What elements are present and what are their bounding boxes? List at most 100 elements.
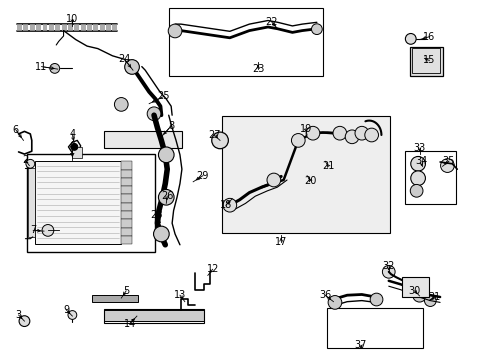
Text: 36: 36 xyxy=(318,290,331,300)
Circle shape xyxy=(158,147,174,163)
Text: 7: 7 xyxy=(30,225,36,235)
Circle shape xyxy=(410,157,425,171)
Circle shape xyxy=(223,198,236,212)
Circle shape xyxy=(114,98,128,111)
Circle shape xyxy=(409,184,422,197)
Bar xyxy=(326,308,423,348)
Bar xyxy=(17,24,22,31)
Text: 6: 6 xyxy=(13,125,19,135)
Circle shape xyxy=(332,126,346,140)
Circle shape xyxy=(291,134,305,147)
Bar xyxy=(72,147,82,158)
Bar xyxy=(28,168,35,237)
Text: 29: 29 xyxy=(196,171,209,181)
Circle shape xyxy=(305,126,319,140)
Text: 15: 15 xyxy=(422,55,435,66)
Text: 19: 19 xyxy=(299,124,311,134)
Bar xyxy=(74,24,79,31)
Circle shape xyxy=(345,130,358,144)
Text: 21: 21 xyxy=(322,161,334,171)
Bar xyxy=(121,170,131,178)
Bar xyxy=(106,24,111,31)
Circle shape xyxy=(364,128,378,142)
Text: 34: 34 xyxy=(414,156,427,166)
Text: 20: 20 xyxy=(304,176,316,186)
Text: 33: 33 xyxy=(412,143,425,153)
Circle shape xyxy=(19,316,30,327)
Bar xyxy=(104,131,182,148)
Text: 22: 22 xyxy=(264,17,277,27)
Text: 32: 32 xyxy=(382,261,394,271)
Text: 16: 16 xyxy=(422,32,435,42)
Bar xyxy=(121,203,131,211)
Text: 10: 10 xyxy=(66,14,79,24)
Bar xyxy=(23,24,28,31)
Circle shape xyxy=(147,107,161,121)
Bar xyxy=(61,24,66,31)
Bar xyxy=(81,24,85,31)
Text: 8: 8 xyxy=(168,121,174,131)
Circle shape xyxy=(168,24,182,38)
Text: 13: 13 xyxy=(173,290,186,300)
Bar xyxy=(92,295,138,302)
Bar xyxy=(42,24,47,31)
Text: 37: 37 xyxy=(354,340,366,350)
Bar xyxy=(222,116,389,233)
Circle shape xyxy=(440,159,453,172)
Text: 3: 3 xyxy=(16,310,21,320)
Bar xyxy=(55,24,60,31)
Circle shape xyxy=(266,173,280,187)
Text: 31: 31 xyxy=(427,292,440,302)
Bar xyxy=(121,236,131,244)
Bar xyxy=(112,24,117,31)
Circle shape xyxy=(153,226,169,242)
Circle shape xyxy=(327,296,341,309)
Circle shape xyxy=(382,265,394,278)
Bar xyxy=(35,161,121,244)
Bar xyxy=(68,24,73,31)
Text: 28: 28 xyxy=(150,210,163,220)
Text: 23: 23 xyxy=(251,64,264,74)
Text: 18: 18 xyxy=(219,200,232,210)
Text: 25: 25 xyxy=(157,91,170,102)
Bar xyxy=(27,154,155,252)
Text: 30: 30 xyxy=(407,286,420,296)
Circle shape xyxy=(124,60,139,74)
Bar xyxy=(409,47,442,76)
Circle shape xyxy=(405,33,415,44)
Text: 12: 12 xyxy=(206,264,219,274)
Text: 9: 9 xyxy=(63,305,69,315)
Text: 17: 17 xyxy=(274,237,287,247)
Bar xyxy=(121,178,131,186)
Bar xyxy=(121,186,131,194)
Circle shape xyxy=(311,24,322,35)
Bar xyxy=(103,310,203,321)
Circle shape xyxy=(424,295,435,306)
Bar xyxy=(121,228,131,236)
Circle shape xyxy=(410,171,425,185)
Bar xyxy=(30,24,35,31)
Bar xyxy=(168,8,322,76)
Text: 11: 11 xyxy=(35,62,48,72)
Circle shape xyxy=(26,159,35,168)
Text: 4: 4 xyxy=(69,129,75,139)
Circle shape xyxy=(354,126,368,140)
Circle shape xyxy=(369,293,382,306)
Circle shape xyxy=(412,288,426,302)
Circle shape xyxy=(42,225,54,236)
Circle shape xyxy=(50,63,60,73)
Circle shape xyxy=(71,143,78,150)
Bar xyxy=(121,211,131,219)
Bar xyxy=(121,161,131,170)
Bar xyxy=(121,219,131,228)
Circle shape xyxy=(158,189,174,205)
Bar xyxy=(36,24,41,31)
Bar xyxy=(121,194,131,203)
Text: 2: 2 xyxy=(22,155,28,165)
Bar xyxy=(103,309,203,323)
Text: 35: 35 xyxy=(442,156,454,166)
Text: 24: 24 xyxy=(118,54,131,64)
Circle shape xyxy=(68,311,77,319)
Circle shape xyxy=(211,132,228,149)
Bar xyxy=(100,24,104,31)
